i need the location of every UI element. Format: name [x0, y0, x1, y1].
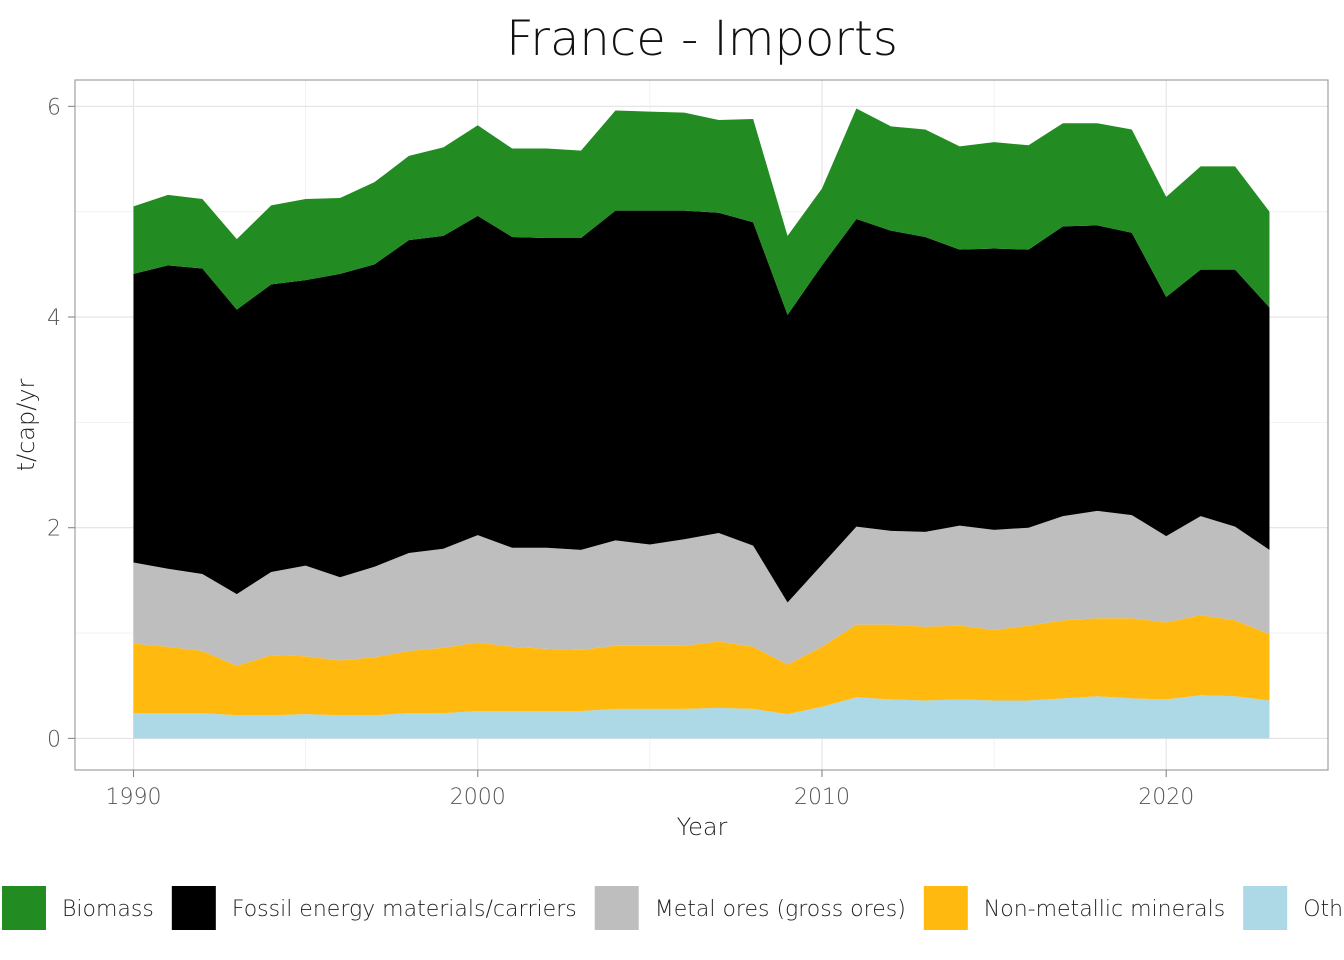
- legend-swatch-fossil-energy-materials-carriers: [171, 886, 216, 930]
- x-tick-label: 2010: [794, 785, 850, 810]
- legend-swatch-metal-ores-gross-ores: [594, 886, 639, 930]
- x-tick-label: 2020: [1138, 785, 1194, 810]
- legend-label: Biomass: [62, 897, 154, 922]
- legend: Biomass Fossil energy materials/carriers M…: [2, 886, 1344, 930]
- y-tick-label: 4: [47, 306, 61, 331]
- legend-swatch-biomass: [2, 886, 46, 930]
- axis-ticks: 1990 2000 2010 2020 0 2 4 6: [47, 95, 1194, 810]
- area-biomass: [133, 108, 1270, 315]
- y-tick-label: 0: [47, 727, 61, 752]
- legend-label: Other products: [1303, 897, 1344, 922]
- x-tick-label: 1990: [106, 785, 162, 810]
- legend-swatch-other-products: [1243, 886, 1288, 930]
- stacked-areas: [133, 108, 1270, 739]
- legend-swatch-non-metallic-minerals: [923, 886, 968, 930]
- x-tick-label: 2000: [450, 785, 506, 810]
- y-axis-label: t/cap/yr: [12, 378, 40, 471]
- area-fossil-energy-materials-carriers: [133, 210, 1270, 603]
- x-axis-label: Year: [677, 813, 728, 841]
- chart-title: France - Imports: [506, 11, 898, 67]
- area-other-products: [133, 695, 1270, 739]
- y-tick-label: 6: [47, 95, 61, 120]
- legend-label: Non-metallic minerals: [984, 897, 1225, 922]
- plot-panel-border: [74, 79, 1329, 771]
- legend-label: Fossil energy materials/carriers: [232, 897, 577, 922]
- area-non-metallic-minerals: [133, 615, 1270, 716]
- y-tick-label: 2: [47, 517, 61, 542]
- area-metal-ores-gross-ores: [133, 510, 1270, 666]
- legend-label: Metal ores (gross ores): [655, 897, 906, 922]
